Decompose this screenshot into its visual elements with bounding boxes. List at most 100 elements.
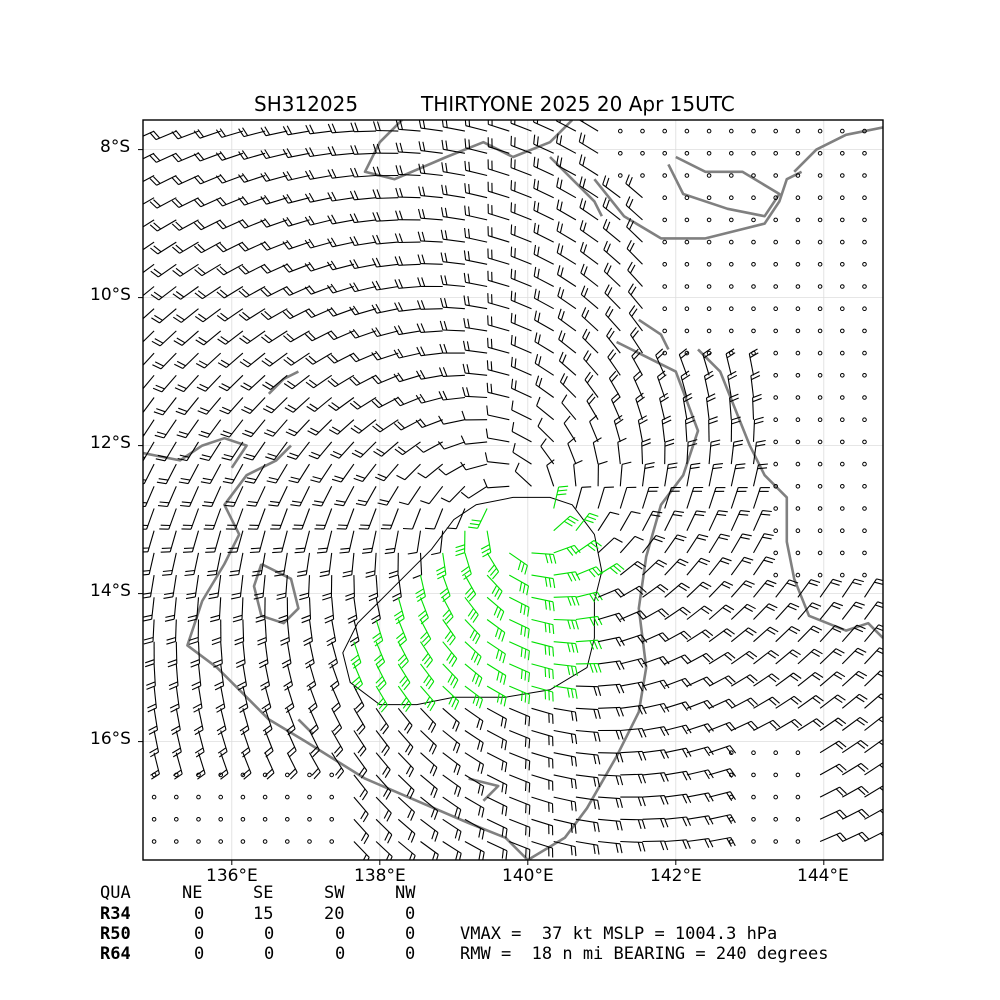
barb-feather — [312, 476, 322, 480]
wind-barb — [417, 208, 443, 221]
barb-feather — [879, 647, 883, 651]
barb-feather — [486, 382, 489, 393]
calm-marker — [773, 328, 779, 334]
barb-feather — [432, 767, 438, 777]
barb-feather — [708, 420, 718, 425]
radii-row-label: R34 — [100, 904, 131, 924]
calm-marker — [640, 151, 645, 156]
wind-barb — [597, 511, 620, 531]
calm-marker — [706, 128, 712, 134]
barb-feather — [243, 406, 253, 412]
barb-feather — [288, 428, 298, 434]
barb-feather — [167, 659, 177, 664]
barb-feather — [457, 809, 462, 819]
barb-feather — [637, 774, 643, 784]
wind-barb — [316, 530, 333, 554]
barb-feather — [626, 218, 632, 228]
barb-feather — [468, 593, 477, 602]
barb-staff — [353, 708, 366, 728]
barb-staff — [355, 330, 377, 339]
wind-barb — [150, 286, 177, 301]
barb-feather — [563, 520, 573, 527]
barb-feather — [615, 418, 624, 425]
barb-feather — [575, 620, 579, 630]
barb-feather — [308, 238, 315, 248]
wind-barb — [420, 685, 436, 712]
barb-feather — [210, 618, 220, 623]
barb-feather — [467, 296, 470, 306]
wind-barb — [680, 370, 691, 398]
barb-feather — [288, 479, 298, 484]
wind-barb — [464, 730, 484, 752]
wind-barb — [349, 397, 377, 410]
barb-feather — [220, 359, 230, 366]
barb-staff — [222, 219, 244, 230]
wind-barb — [752, 416, 764, 442]
barb-staff — [488, 279, 510, 288]
wind-barb — [464, 138, 488, 154]
calm-marker — [795, 195, 801, 200]
wind-barb — [487, 159, 510, 177]
barb-feather — [857, 787, 866, 796]
wind-barb — [353, 752, 368, 779]
wind-barb — [553, 707, 578, 722]
barb-feather — [602, 197, 607, 207]
barb-staff — [338, 441, 355, 459]
calm-marker — [174, 839, 179, 844]
barb-feather — [533, 178, 536, 189]
calm-marker — [773, 284, 779, 289]
barb-feather — [162, 569, 173, 573]
barb-feather — [355, 683, 363, 691]
barb-staff — [465, 372, 488, 376]
calm-marker — [840, 128, 845, 134]
barb-feather — [417, 254, 422, 264]
barb-feather — [882, 762, 883, 764]
barb-staff — [420, 127, 443, 132]
calm-marker — [174, 817, 179, 822]
barb-feather — [544, 622, 547, 633]
barb-staff — [144, 486, 155, 507]
barb-feather — [745, 653, 755, 660]
barb-feather — [450, 676, 456, 686]
barb-feather — [558, 485, 569, 488]
barb-feather — [856, 719, 865, 726]
barb-feather — [193, 725, 203, 732]
barb-feather — [702, 348, 711, 355]
calm-marker — [840, 262, 845, 267]
barb-feather — [522, 583, 526, 594]
barb-feather — [349, 236, 355, 246]
wind-barb — [775, 695, 802, 709]
barb-staff — [864, 831, 883, 842]
barb-feather — [215, 221, 224, 230]
barb-feather — [201, 454, 212, 458]
wind-barb — [304, 238, 332, 249]
barb-feather — [334, 727, 342, 736]
barb-feather — [448, 695, 454, 705]
wind-barb — [460, 461, 488, 471]
barb-feather — [395, 210, 400, 220]
barb-feather — [445, 162, 448, 173]
barb-feather — [172, 293, 181, 300]
barb-feather — [423, 656, 431, 665]
barb-feather — [835, 742, 844, 750]
barb-staff — [627, 269, 643, 287]
barb-feather — [331, 702, 340, 710]
barb-feather — [169, 703, 179, 709]
barb-feather — [219, 128, 227, 137]
wind-barb — [440, 297, 465, 310]
barb-staff — [442, 774, 461, 789]
wind-barb — [324, 597, 335, 624]
barb-feather — [198, 336, 208, 343]
barb-staff — [221, 152, 244, 161]
barb-feather — [217, 729, 227, 736]
wind-barb — [819, 740, 847, 754]
wind-barb — [328, 397, 355, 411]
barb-feather — [762, 510, 772, 513]
wind-barb — [579, 241, 599, 265]
barb-feather — [533, 244, 537, 255]
barb-staff — [312, 352, 332, 365]
barb-feather — [422, 120, 426, 129]
wind-barb — [143, 374, 155, 390]
barb-staff — [488, 168, 510, 177]
barb-staff — [397, 841, 416, 856]
